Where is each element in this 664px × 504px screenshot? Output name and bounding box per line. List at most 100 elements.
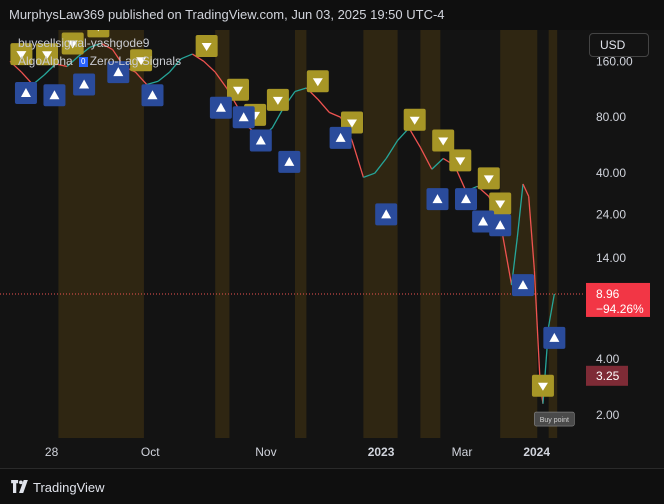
price-segment bbox=[134, 71, 148, 85]
price-segment bbox=[169, 58, 182, 73]
low-price-badge bbox=[586, 365, 628, 386]
y-tick-label: 80.00 bbox=[596, 110, 626, 124]
sell-arrow-icon bbox=[16, 51, 27, 60]
buy-arrow-icon bbox=[461, 194, 471, 204]
indicator-label-algoalpha[interactable]: AlgoAlpha 0 Zero-Lag Signals bbox=[18, 54, 181, 68]
indicator-badge: 0 bbox=[78, 57, 88, 67]
footer-bar: TradingView bbox=[0, 468, 664, 504]
last-price-badge bbox=[586, 282, 650, 317]
price-segment bbox=[374, 158, 387, 174]
y-tick-label: 2.00 bbox=[596, 408, 620, 422]
price-segment bbox=[43, 63, 57, 76]
sell-arrow-icon bbox=[201, 42, 212, 51]
buy-arrow-icon bbox=[215, 102, 226, 112]
buy-point-label: Buy point bbox=[540, 417, 569, 424]
highlight-band bbox=[215, 30, 230, 438]
price-segment bbox=[203, 60, 216, 73]
y-tick-label: 160.00 bbox=[596, 54, 633, 68]
price-segment bbox=[528, 196, 536, 271]
price-segment bbox=[522, 183, 530, 197]
sell-arrow-icon bbox=[347, 119, 357, 128]
highlight-band bbox=[295, 30, 307, 438]
sell-arrow-icon bbox=[42, 51, 53, 60]
publish-info: MurphysLaw369 published on TradingView.c… bbox=[9, 7, 445, 22]
price-segment bbox=[363, 172, 376, 178]
highlight-band bbox=[363, 30, 398, 438]
sell-arrow-icon bbox=[483, 175, 494, 184]
buy-arrow-icon bbox=[495, 220, 506, 230]
x-tick-label: Nov bbox=[255, 445, 276, 459]
price-segment bbox=[157, 71, 171, 82]
low-price-value: 3.25 bbox=[596, 369, 620, 383]
buy-arrow-icon bbox=[549, 332, 560, 342]
price-segment bbox=[66, 55, 79, 67]
price-segment bbox=[385, 140, 399, 159]
buy-arrow-icon bbox=[255, 135, 266, 145]
price-segment bbox=[533, 270, 541, 383]
price-chart[interactable]: Buy point 160.00 80.00 40.00 24.00 14.00 4.00 2… bbox=[0, 30, 664, 468]
price-segment bbox=[77, 46, 91, 57]
sell-arrow-icon bbox=[312, 78, 323, 87]
x-tick-label: 28 bbox=[45, 445, 59, 459]
highlight-band bbox=[548, 30, 558, 438]
price-segment bbox=[516, 183, 524, 238]
price-segment bbox=[146, 80, 159, 86]
buy-point-annotation bbox=[534, 411, 575, 427]
price-segment bbox=[180, 53, 193, 60]
y-tick-label: 24.00 bbox=[596, 207, 626, 221]
currency-button[interactable]: USD bbox=[589, 33, 649, 57]
price-segment bbox=[431, 157, 444, 170]
sell-signal-marker[interactable] bbox=[87, 30, 110, 38]
sell-arrow-icon bbox=[438, 137, 449, 146]
price-segment bbox=[192, 53, 205, 62]
price-segment bbox=[548, 293, 555, 327]
indicator-suffix: Zero-Lag Signals bbox=[89, 54, 182, 68]
buy-arrow-icon bbox=[381, 209, 392, 219]
last-price-change: −94.26% bbox=[596, 302, 644, 316]
buy-arrow-icon bbox=[79, 79, 90, 89]
price-segment bbox=[408, 127, 421, 148]
price-segment bbox=[100, 42, 113, 51]
highlight-band bbox=[58, 30, 144, 438]
highlight-band bbox=[420, 30, 441, 438]
buy-arrow-icon bbox=[238, 112, 249, 122]
last-price-value: 8.96 bbox=[596, 287, 620, 301]
sell-arrow-icon bbox=[272, 96, 283, 105]
buy-arrow-icon bbox=[147, 90, 158, 100]
buy-arrow-icon bbox=[49, 90, 60, 100]
price-segment bbox=[214, 71, 228, 89]
sell-arrow-icon bbox=[97, 30, 100, 32]
buy-arrow-icon bbox=[284, 156, 295, 166]
x-tick-label: 2024 bbox=[523, 445, 550, 459]
tradingview-logo-icon[interactable] bbox=[10, 480, 29, 493]
sell-arrow-icon bbox=[537, 382, 548, 391]
buy-arrow-icon bbox=[20, 88, 31, 98]
buy-arrow-icon bbox=[432, 194, 443, 204]
publish-header: MurphysLaw369 published on TradingView.c… bbox=[0, 0, 664, 30]
price-segment bbox=[294, 87, 307, 93]
sell-arrow-icon bbox=[495, 200, 506, 209]
x-tick-label: 2023 bbox=[368, 445, 395, 459]
buy-arrow-icon bbox=[478, 216, 489, 226]
tradingview-brand[interactable]: TradingView bbox=[33, 480, 105, 495]
price-segment bbox=[328, 111, 341, 118]
indicator-label-buysellsignal[interactable]: buysellsignal-yashgode9 bbox=[18, 36, 149, 50]
sell-arrow-icon bbox=[136, 57, 147, 66]
sell-arrow-icon bbox=[233, 86, 243, 95]
sell-arrow-icon bbox=[67, 40, 78, 49]
indicator-name: AlgoAlpha bbox=[18, 54, 73, 68]
x-tick-label: Oct bbox=[141, 445, 160, 459]
price-segment bbox=[419, 147, 433, 170]
price-segment bbox=[271, 107, 285, 129]
y-tick-label: 40.00 bbox=[596, 166, 626, 180]
indicator-name: buysellsignal-yashgode9 bbox=[18, 36, 150, 50]
x-tick-label: Mar bbox=[452, 445, 473, 459]
buy-arrow-icon bbox=[335, 132, 346, 142]
sell-arrow-icon bbox=[455, 157, 466, 166]
price-segment bbox=[351, 140, 365, 178]
y-tick-label: 4.00 bbox=[596, 352, 620, 366]
chart-canvas[interactable]: Buy point 160.00 80.00 40.00 24.00 14.00 4.00 2… bbox=[0, 30, 664, 468]
price-segment bbox=[317, 98, 330, 113]
buy-arrow-icon bbox=[113, 67, 124, 77]
buy-arrow-icon bbox=[518, 280, 528, 290]
